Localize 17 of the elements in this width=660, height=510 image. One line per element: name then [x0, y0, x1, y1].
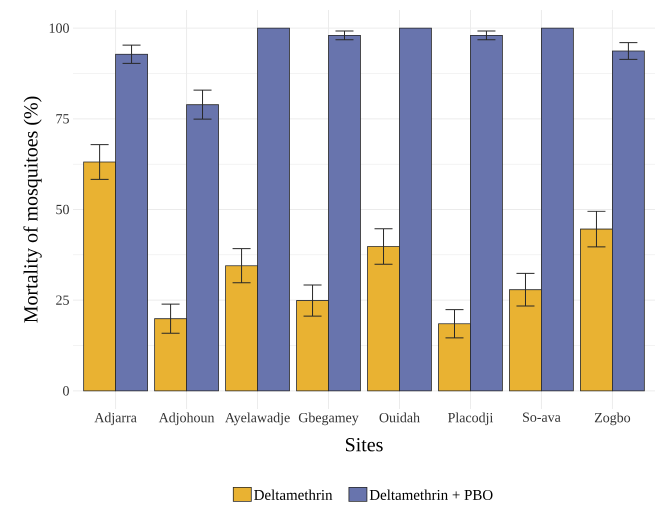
x-tick-label: Ouidah: [380, 412, 420, 422]
y-tick-label: 100: [50, 23, 69, 33]
y-tick-label: 75: [56, 114, 69, 124]
y-tick-label: 50: [56, 204, 69, 214]
x-tick-label: Adjohoun: [158, 412, 214, 426]
x-tick-label: Ayelawadje: [225, 412, 290, 426]
x-tick-label: So-ava: [523, 412, 561, 422]
y-tick-label: 0: [63, 386, 69, 396]
x-tick-label: Zogbo: [594, 412, 630, 426]
legend-label: Deltamethrin: [254, 489, 332, 500]
y-axis-title: Mortality of mosquitoes (%): [23, 96, 42, 323]
x-tick-label: Gbegamey: [298, 412, 359, 426]
x-axis-title: Sites: [346, 438, 383, 452]
y-tick-label: 25: [56, 295, 69, 305]
x-tick-label: Placodji: [448, 412, 494, 426]
legend-label: Deltamethrin + PBO: [370, 489, 493, 500]
x-tick-label: Adjarra: [94, 412, 137, 426]
